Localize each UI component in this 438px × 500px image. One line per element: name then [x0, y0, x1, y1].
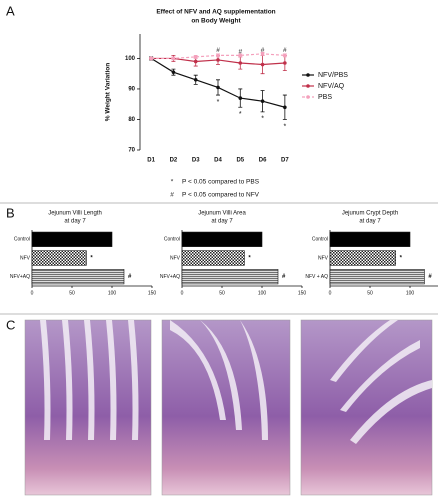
y-tick-label: 80 — [128, 117, 135, 123]
data-point — [283, 61, 287, 65]
bar — [181, 231, 263, 247]
x-tick-label: 100 — [406, 290, 415, 296]
x-tick-label: D3 — [192, 158, 200, 164]
data-point — [193, 59, 198, 64]
data-point — [260, 62, 265, 67]
x-tick-label: 0 — [329, 290, 332, 296]
x-tick-label: D1 — [147, 158, 155, 164]
chart-title: on Body Weight — [191, 18, 241, 25]
significance-label: # — [128, 274, 132, 280]
data-point — [283, 105, 287, 110]
bar — [329, 269, 425, 285]
data-point — [193, 77, 198, 82]
bar — [329, 250, 396, 266]
category-label: Control — [164, 237, 180, 243]
significance-label: * — [90, 256, 93, 262]
x-tick-label: D6 — [259, 158, 267, 164]
category-label: NFV+AQ — [10, 274, 30, 280]
footnote: P < 0.05 compared to PBS — [182, 179, 260, 186]
category-label: Control — [14, 237, 30, 243]
category-label: NFV — [20, 255, 31, 261]
category-label: NFV — [170, 255, 181, 261]
legend-marker — [306, 73, 310, 77]
y-tick-label: 100 — [125, 56, 136, 62]
bar — [31, 231, 113, 247]
data-point — [216, 58, 220, 62]
data-point — [283, 53, 287, 58]
chart-title: at day 7 — [211, 219, 233, 225]
significance-label: * — [217, 99, 220, 106]
significance-label: # — [238, 49, 242, 56]
data-point — [216, 53, 220, 58]
legend-label: NFV/AQ — [318, 83, 345, 90]
data-point — [171, 56, 176, 61]
legend-label: NFV/PBS — [318, 72, 348, 79]
significance-label: * — [400, 256, 403, 262]
significance-label: # — [282, 274, 286, 280]
x-tick-label: 0 — [31, 290, 34, 296]
panel-label: A — [6, 3, 15, 18]
data-point — [260, 52, 265, 56]
bar — [31, 250, 87, 266]
data-point — [238, 96, 243, 100]
x-tick-label: 50 — [367, 290, 373, 296]
significance-label: * — [261, 116, 264, 123]
footnote-symbol: # — [170, 192, 174, 199]
chart-title: Effect of NFV and AQ supplementation — [156, 9, 275, 16]
x-tick-label: 150 — [148, 290, 157, 296]
footnote-symbol: * — [171, 179, 174, 186]
chart-title: Jejunum Villi Length — [48, 211, 102, 217]
significance-label: * — [283, 123, 286, 130]
significance-label: # — [261, 47, 265, 54]
y-tick-label: 70 — [128, 148, 135, 154]
chart-title: Jejunum Villi Area — [198, 211, 246, 217]
x-tick-label: D4 — [214, 158, 222, 164]
panel-label: B — [6, 205, 15, 220]
significance-label: # — [283, 47, 287, 54]
panel-label: C — [6, 317, 15, 332]
category-label: Control — [312, 237, 328, 243]
x-tick-label: D7 — [281, 158, 289, 164]
data-point — [149, 56, 153, 61]
significance-label: * — [248, 256, 251, 262]
legend-label: PBS — [318, 94, 332, 101]
category-label: NFV+AQ — [160, 274, 180, 280]
significance-label: # — [428, 274, 432, 280]
x-tick-label: 100 — [258, 290, 267, 296]
histology-images — [24, 319, 433, 496]
x-tick-label: 100 — [108, 290, 117, 296]
footnote: P < 0.05 compared to NFV — [182, 192, 260, 199]
y-axis-label: % Weight Variation — [105, 63, 112, 121]
data-point — [193, 55, 198, 59]
data-point — [171, 70, 176, 74]
data-point — [238, 61, 243, 65]
data-point — [216, 85, 220, 90]
x-tick-label: 50 — [69, 290, 75, 296]
category-label: NFV + AQ — [305, 274, 328, 280]
x-tick-label: 150 — [298, 290, 307, 296]
x-tick-label: 0 — [181, 290, 184, 296]
category-label: NFV — [318, 255, 329, 261]
legend-marker — [306, 95, 310, 99]
data-point — [238, 53, 243, 58]
significance-label: # — [216, 47, 220, 54]
data-point — [260, 99, 265, 103]
bar — [181, 250, 245, 266]
histology-image — [161, 319, 291, 496]
x-tick-label: 50 — [219, 290, 225, 296]
bar — [31, 269, 125, 285]
chart-title: at day 7 — [359, 219, 381, 225]
legend-marker — [306, 84, 310, 88]
chart-title: at day 7 — [64, 219, 86, 225]
bar — [181, 269, 279, 285]
significance-label: * — [239, 111, 242, 118]
chart-title: Jejunum Crypt Depth — [342, 211, 398, 217]
bar — [329, 231, 411, 247]
y-tick-label: 90 — [128, 87, 135, 93]
x-tick-label: D5 — [236, 158, 244, 164]
x-tick-label: D2 — [170, 158, 178, 164]
